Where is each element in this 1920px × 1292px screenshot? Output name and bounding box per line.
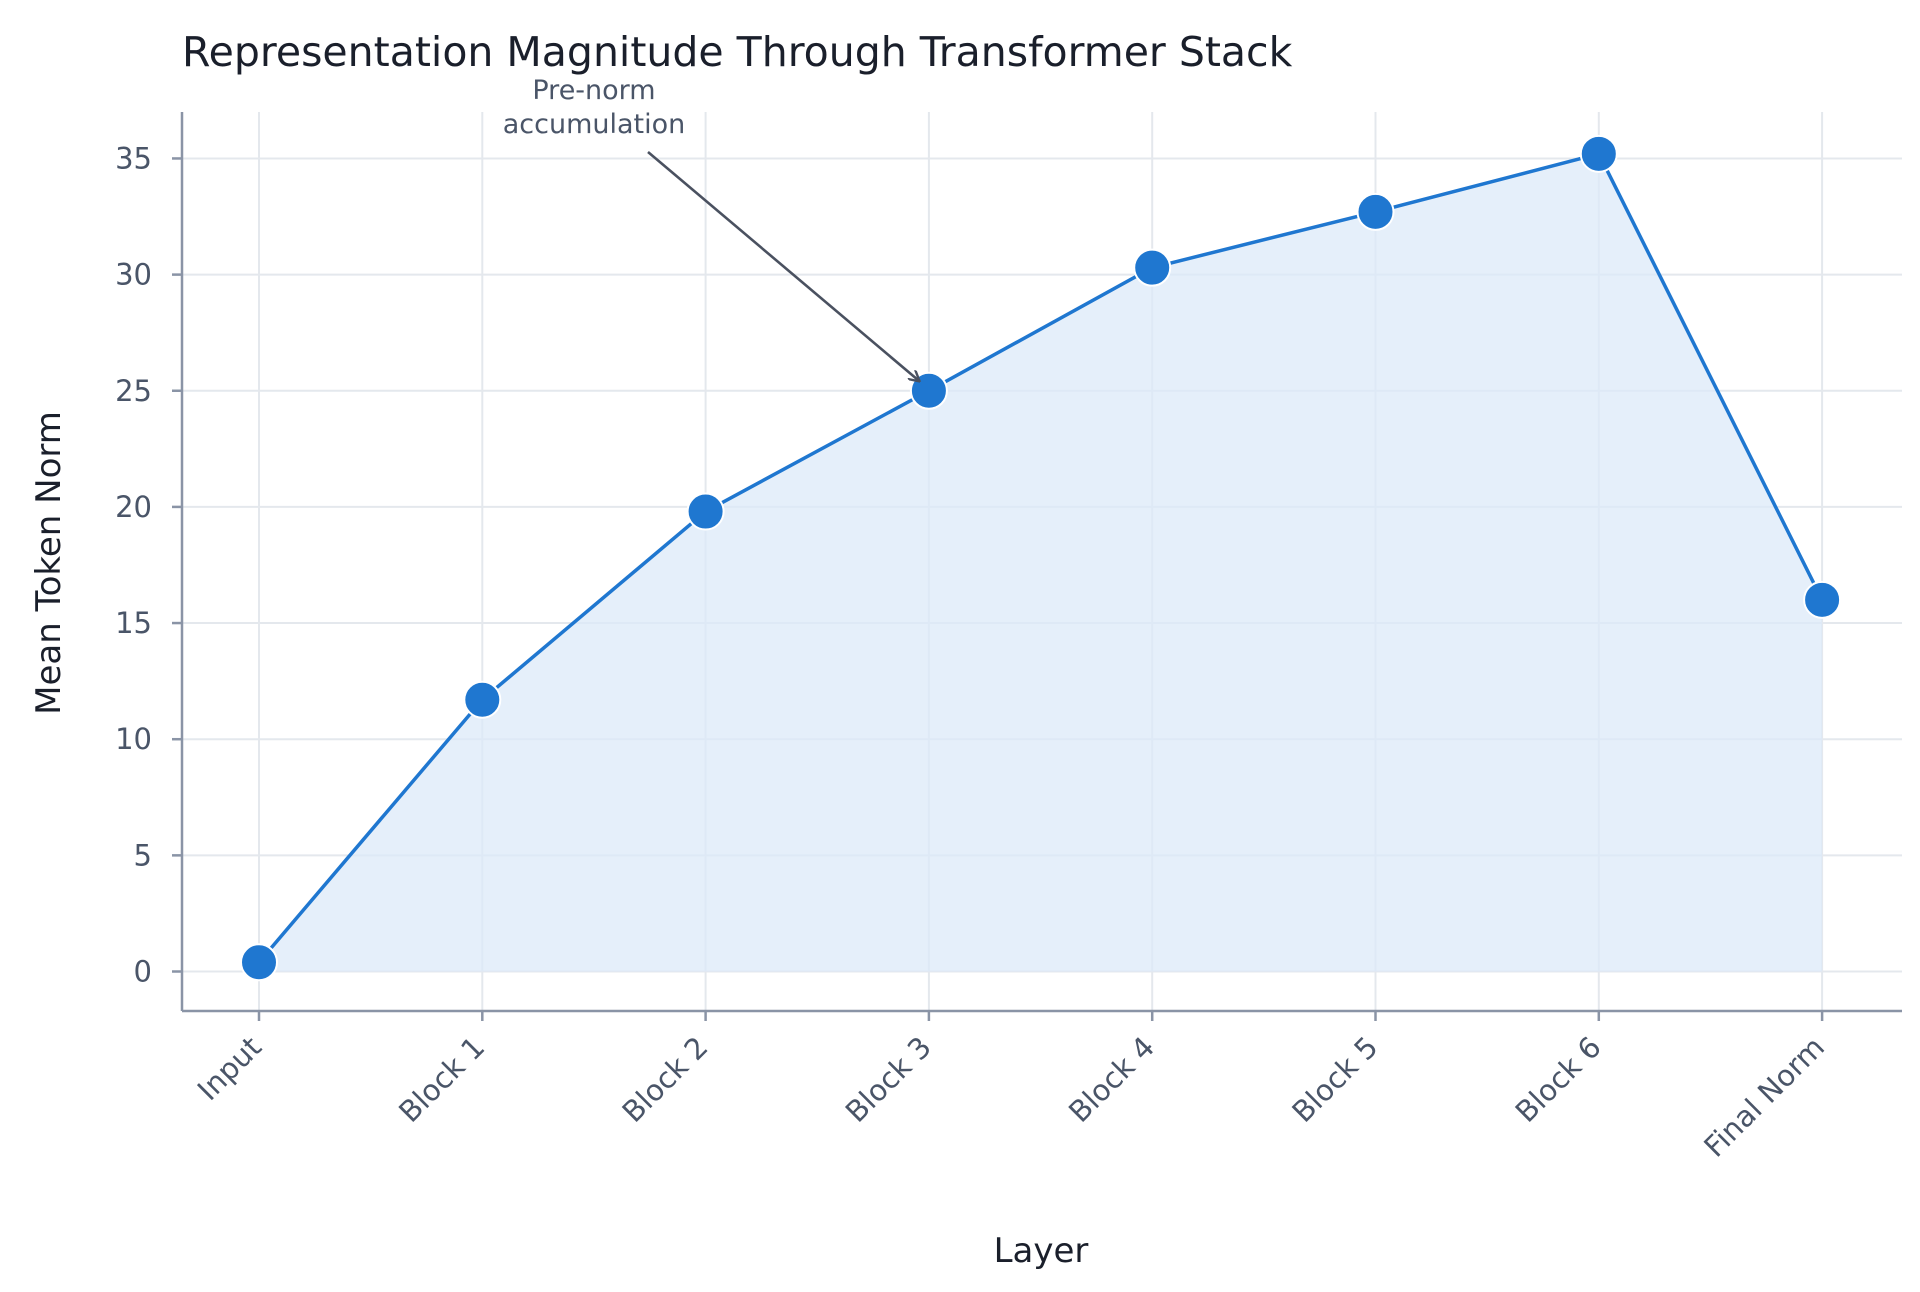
data-point bbox=[463, 680, 502, 719]
annotation-text: accumulation bbox=[503, 109, 686, 140]
y-tick-label: 10 bbox=[115, 722, 152, 756]
series-line bbox=[257, 152, 1824, 964]
data-point bbox=[240, 943, 278, 982]
x-tick-label: Block 6 bbox=[1509, 1030, 1608, 1129]
x-axis-label: Layer bbox=[994, 1231, 1089, 1271]
data-point bbox=[1356, 192, 1395, 231]
y-tick-label: 20 bbox=[115, 490, 152, 524]
x-tick-label: Block 1 bbox=[392, 1030, 491, 1129]
x-tick-label: Block 3 bbox=[839, 1030, 938, 1129]
axes bbox=[180, 112, 1902, 1013]
data-point bbox=[686, 492, 725, 531]
x-tick-label: Block 5 bbox=[1285, 1030, 1384, 1129]
y-tick-label: 5 bbox=[134, 838, 152, 872]
data-point bbox=[1579, 134, 1618, 173]
y-tick-label: 15 bbox=[115, 606, 152, 640]
y-tick-label: 30 bbox=[115, 258, 152, 292]
data-point bbox=[1133, 248, 1172, 287]
data-markers bbox=[240, 134, 1842, 982]
x-tick-label: Block 4 bbox=[1062, 1030, 1161, 1129]
x-tick-label: Final Norm bbox=[1697, 1030, 1831, 1164]
y-tick-label: 35 bbox=[115, 141, 152, 175]
y-axis-label: Mean Token Norm bbox=[29, 411, 69, 715]
data-point bbox=[1803, 580, 1842, 619]
y-tick-label: 0 bbox=[134, 955, 152, 989]
area-fill bbox=[259, 153, 1823, 972]
annotation-text: Pre-norm bbox=[532, 75, 655, 106]
x-tick-label: Block 2 bbox=[615, 1030, 714, 1129]
chart-title: Representation Magnitude Through Transfo… bbox=[182, 28, 1293, 76]
x-tick-label: Input bbox=[191, 1030, 268, 1107]
annotation-arrow bbox=[647, 151, 919, 381]
y-tick-label: 25 bbox=[115, 374, 152, 408]
